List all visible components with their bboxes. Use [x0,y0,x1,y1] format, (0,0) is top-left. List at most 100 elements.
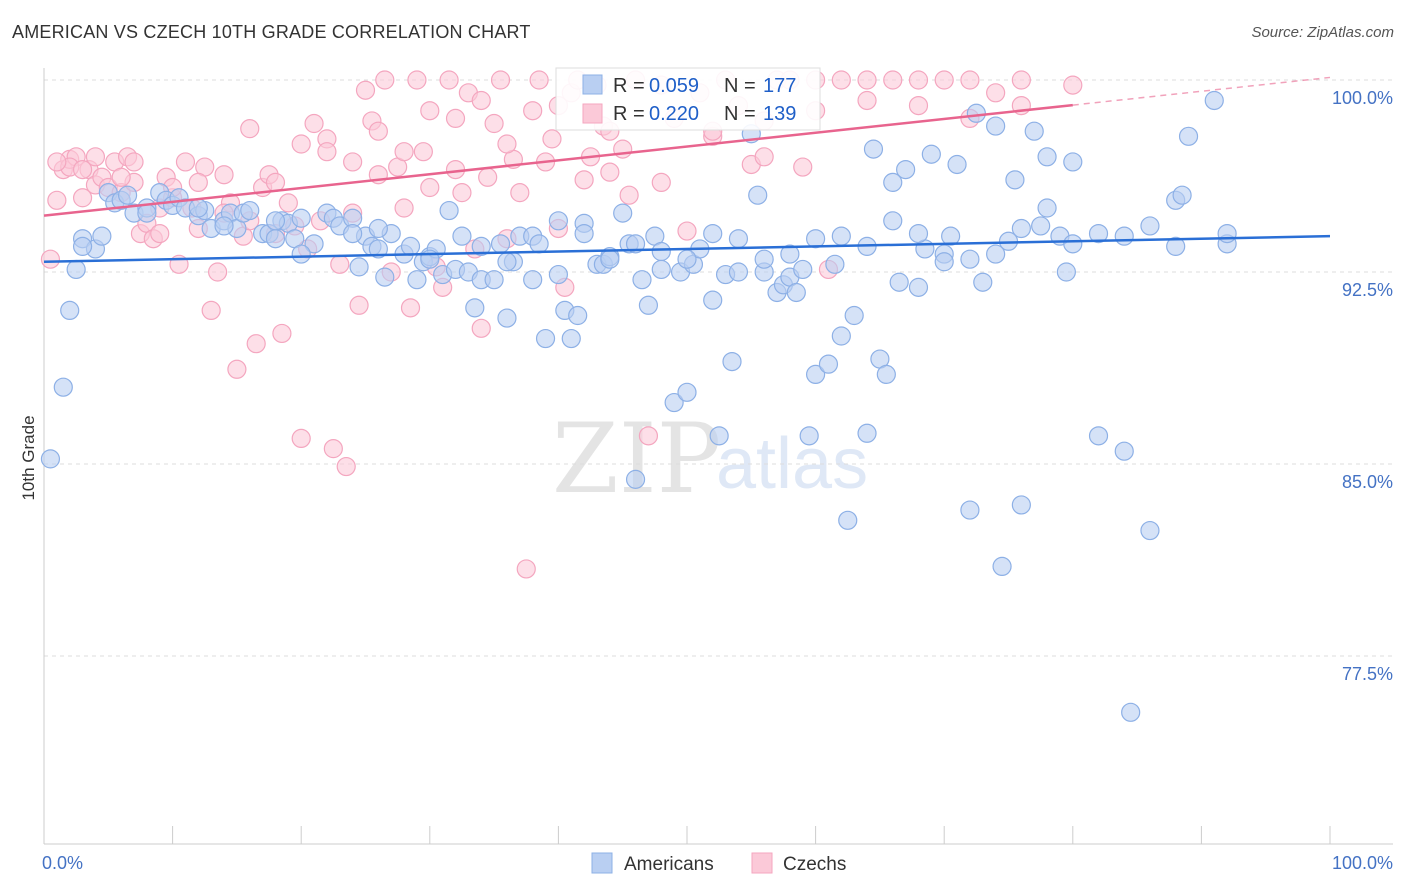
americans-point [53,377,73,397]
czechs-point [201,300,221,320]
americans-point [561,328,581,349]
czechs-point [1011,70,1031,90]
americans-point [265,211,286,231]
americans-point [973,272,993,292]
legend-swatch-americans [591,852,613,874]
czechs-point [510,183,530,203]
czechs-point [600,162,620,182]
americans-point [805,364,826,384]
czechs-point [150,224,170,244]
source-label: Source: ZipAtlas.com [1251,24,1394,41]
trend-lines [43,76,1331,264]
czechs-point [240,119,260,139]
czechs-point [291,428,311,448]
americans-point [548,211,569,231]
czechs-point [413,142,433,162]
americans-point [484,270,504,290]
czechs-point [175,152,196,172]
czechs-point [214,165,234,185]
czechs-point [471,318,491,338]
watermark-zip: ZIP [552,403,721,515]
czechs-point [934,70,954,90]
czechs-trend-line [43,103,1073,217]
x-tick-label-min: 0.0% [42,853,83,873]
americans-point [1204,90,1224,111]
americans-point [651,259,671,280]
czechs-point [908,95,929,116]
czechs-point [857,70,877,90]
americans-point [793,259,813,280]
czechs-point [484,113,504,134]
americans-point [1063,234,1083,254]
czechs-point [394,142,414,162]
americans-point [452,226,472,246]
americans-point [651,241,671,262]
americans-point [825,254,845,274]
americans-point [92,226,112,246]
americans-point [1011,495,1031,515]
americans-point [490,234,511,254]
stats-n-label-americans: N = [724,75,756,97]
americans-point [754,249,774,269]
americans-point [368,218,388,239]
czechs-point [420,177,440,198]
americans-point [889,272,909,292]
americans-point [40,449,61,469]
czechs-point [619,185,639,205]
americans-point [265,229,286,249]
americans-point [831,326,851,346]
americans-point [1088,426,1109,446]
czechs-point [304,113,324,134]
czechs-point [336,456,356,477]
americans-point [960,500,980,520]
czechs-point [349,295,369,315]
czechs-point [278,193,298,213]
stats-r-label-czechs: R = [613,103,645,125]
americans-point [1140,216,1160,236]
americans-point [291,244,311,264]
americans-point [818,354,839,374]
americans-point [992,556,1012,577]
americans-point [625,469,646,489]
americans-point [844,305,864,326]
americans-point [1031,216,1051,236]
czechs-point [227,359,247,379]
czechs-point [265,172,286,192]
americans-point [805,229,826,249]
americans-point [529,234,549,254]
y-tick-label-0: 100.0% [1332,88,1393,108]
americans-point [1121,702,1141,722]
czechs-point [908,70,929,90]
americans-point [214,216,234,236]
x-tick-label-max: 100.0% [1332,853,1393,873]
czechs-point [72,160,93,180]
americans-point [960,249,980,269]
czechs-point [47,152,67,172]
americans-point [677,249,697,269]
americans-point [703,290,723,310]
legend-swatch-czechs [751,852,773,874]
czechs-point [330,254,350,274]
americans-point [1114,441,1134,461]
czechs-point [208,262,228,282]
stats-swatch-americans [582,74,603,95]
americans-point [748,185,768,205]
americans-point [117,185,138,205]
americans-point [548,264,569,285]
americans-point [523,270,543,290]
americans-point [883,172,903,192]
americans-point [838,510,858,530]
czechs-point [542,129,562,149]
americans-point [1056,262,1076,282]
y-axis-label: 10th Grade [19,415,38,500]
czechs-trend-extension [1072,76,1331,106]
americans-point [722,352,742,372]
y-tick-label-3: 77.5% [1342,664,1393,684]
czechs-point [72,188,93,208]
czechs-point [478,167,498,187]
americans-point [986,116,1006,136]
americans-point [240,200,260,221]
czechs-point [40,249,61,269]
americans-point [831,226,851,246]
